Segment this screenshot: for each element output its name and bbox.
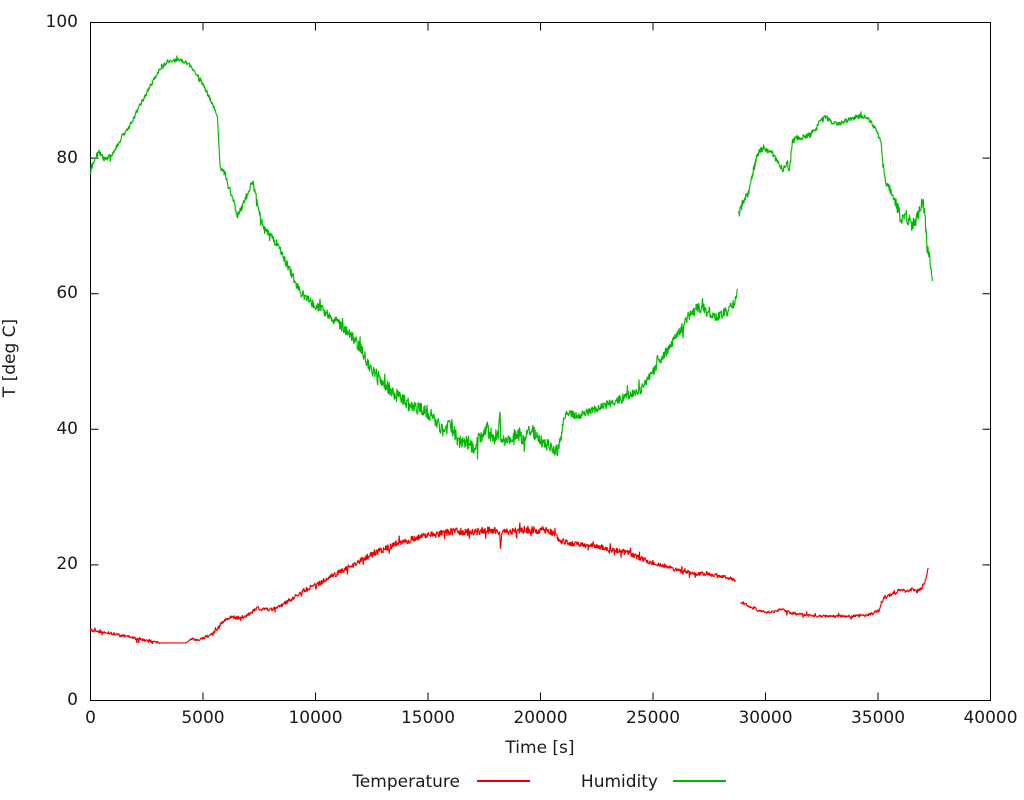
y-tick-label: 0 <box>67 690 78 710</box>
humidity-line-segment-1 <box>738 111 933 282</box>
x-tick-label: 30000 <box>738 708 793 728</box>
x-tick-label: 0 <box>85 708 96 728</box>
x-tick-label: 10000 <box>288 708 343 728</box>
y-tick-label: 80 <box>56 147 78 168</box>
temperature-line-segment-1 <box>740 567 929 620</box>
x-tick-label: 25000 <box>625 708 681 728</box>
axis-ticks <box>90 22 991 701</box>
temperature-line-segment-0 <box>89 522 736 645</box>
x-tick-label: 40000 <box>963 708 1018 728</box>
legend-swatch-temperature-line <box>477 780 530 782</box>
x-axis-label: Time [s] <box>505 738 575 758</box>
legend-swatch-humidity-line <box>673 780 726 782</box>
legend-label-temperature: Temperature <box>352 772 460 792</box>
x-tick-label: 15000 <box>400 708 456 728</box>
legend-label-humidity: Humidity <box>580 772 658 792</box>
x-tick-label: 5000 <box>181 708 225 728</box>
y-tick-label: 40 <box>56 418 78 439</box>
y-tick-label: 100 <box>45 12 78 32</box>
y-axis-label: T [deg C] <box>0 318 20 398</box>
y-tick-label: 60 <box>56 283 78 304</box>
x-tick-label: 35000 <box>850 708 906 728</box>
plot-border <box>90 22 991 701</box>
x-tick-label: 20000 <box>513 708 568 728</box>
humidity-line-segment-0 <box>89 55 739 460</box>
y-tick-label: 20 <box>56 554 78 575</box>
